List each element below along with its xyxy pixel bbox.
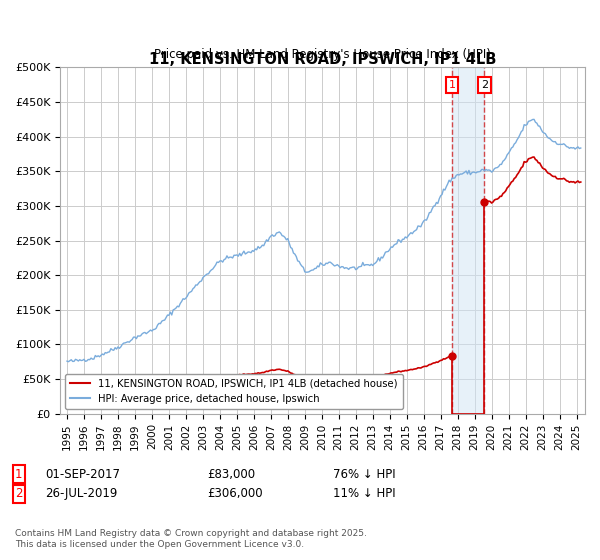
Text: Contains HM Land Registry data © Crown copyright and database right 2025.
This d: Contains HM Land Registry data © Crown c… (15, 529, 367, 549)
Text: 1: 1 (449, 80, 455, 90)
Text: £306,000: £306,000 (207, 487, 263, 500)
Text: 1: 1 (15, 468, 23, 480)
Text: Price paid vs. HM Land Registry's House Price Index (HPI): Price paid vs. HM Land Registry's House … (154, 48, 491, 60)
Text: 2: 2 (15, 487, 23, 500)
Text: 2: 2 (481, 80, 488, 90)
Text: £83,000: £83,000 (207, 468, 255, 480)
Text: 11% ↓ HPI: 11% ↓ HPI (333, 487, 395, 500)
Bar (452, 67, 484, 414)
Text: 76% ↓ HPI: 76% ↓ HPI (333, 468, 395, 480)
Title: 11, KENSINGTON ROAD, IPSWICH, IP1 4LB: 11, KENSINGTON ROAD, IPSWICH, IP1 4LB (149, 53, 496, 67)
Text: 26-JUL-2019: 26-JUL-2019 (45, 487, 118, 500)
Text: 01-SEP-2017: 01-SEP-2017 (45, 468, 120, 480)
Legend: 11, KENSINGTON ROAD, IPSWICH, IP1 4LB (detached house), HPI: Average price, deta: 11, KENSINGTON ROAD, IPSWICH, IP1 4LB (d… (65, 374, 403, 409)
